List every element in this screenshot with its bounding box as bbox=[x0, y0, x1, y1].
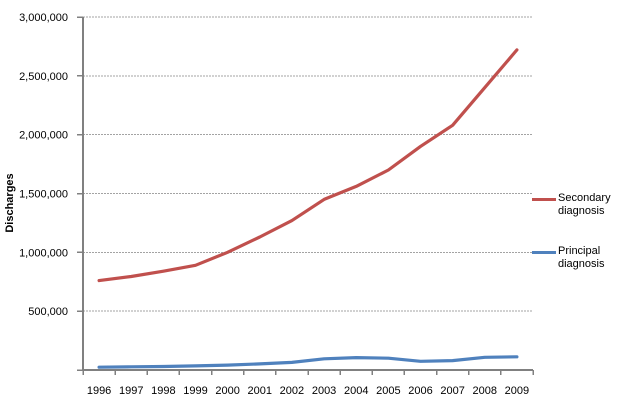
x-tick-label: 2000 bbox=[215, 385, 239, 397]
legend-swatch-secondary-diagnosis bbox=[532, 198, 556, 201]
x-tick-label: 2009 bbox=[505, 385, 529, 397]
legend-label-secondary-diagnosis: Secondary diagnosis bbox=[558, 192, 611, 217]
y-tick-label: 500,000 bbox=[28, 306, 68, 318]
x-tick-label: 2002 bbox=[280, 385, 304, 397]
x-tick-label: 2008 bbox=[473, 385, 497, 397]
legend-entry-secondary-diagnosis: Secondary diagnosis bbox=[532, 192, 616, 218]
y-tick-label: 2,500,000 bbox=[19, 71, 68, 83]
y-tick-label: 2,000,000 bbox=[19, 130, 68, 142]
series-line-principal-diagnosis bbox=[97, 355, 519, 369]
x-tick-label: 1998 bbox=[151, 385, 175, 397]
x-tick-label: 1999 bbox=[183, 385, 207, 397]
x-tick-label: 1997 bbox=[119, 385, 143, 397]
legend-entry-principal-diagnosis: Principal diagnosis bbox=[532, 245, 616, 271]
y-tick-label: 3,000,000 bbox=[19, 12, 68, 24]
x-tick-label: 2001 bbox=[248, 385, 272, 397]
y-tick-label: 1,000,000 bbox=[19, 247, 68, 259]
x-tick-label: 2006 bbox=[408, 385, 432, 397]
x-tick-label: 2003 bbox=[312, 385, 336, 397]
series-line-secondary-diagnosis bbox=[97, 48, 519, 283]
x-tick-label: 1996 bbox=[87, 385, 111, 397]
x-tick-label: 2004 bbox=[344, 385, 368, 397]
x-tick-label: 2007 bbox=[440, 385, 464, 397]
x-tick-label: 2005 bbox=[376, 385, 400, 397]
y-tick-label: 1,500,000 bbox=[19, 189, 68, 201]
y-axis-title: Discharges bbox=[4, 173, 16, 233]
legend: Secondary diagnosis Principal diagnosis bbox=[532, 192, 616, 298]
legend-label-principal-diagnosis: Principal diagnosis bbox=[558, 245, 605, 270]
legend-swatch-principal-diagnosis bbox=[532, 251, 556, 254]
